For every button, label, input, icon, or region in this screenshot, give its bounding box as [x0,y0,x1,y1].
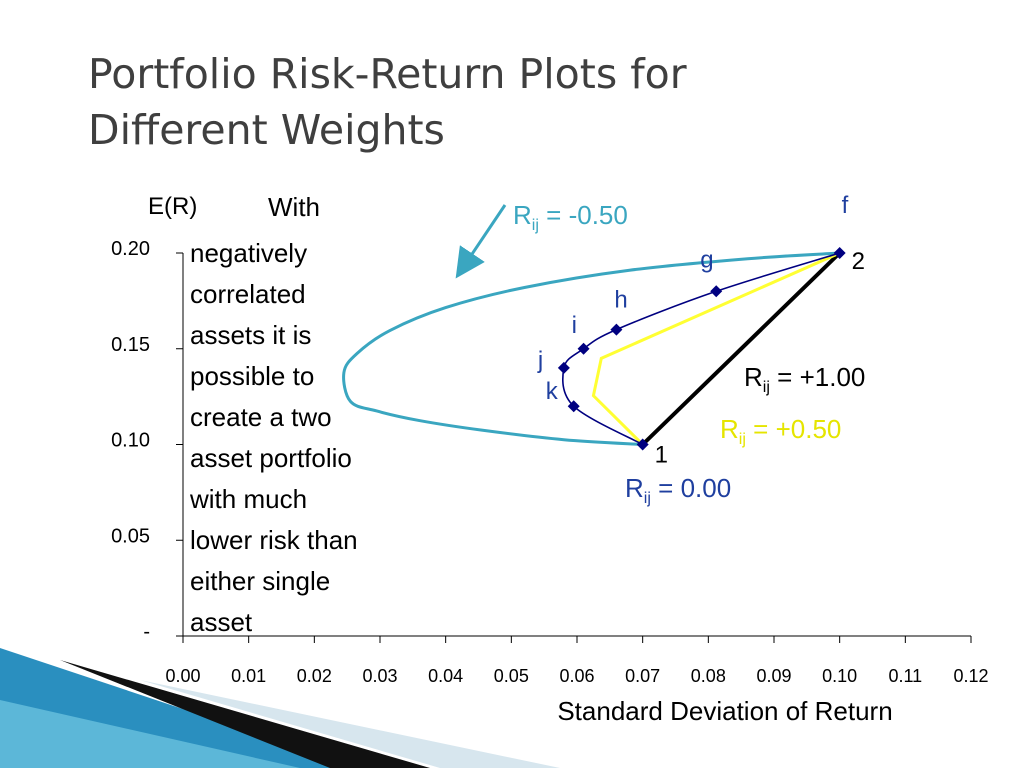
series-label-zero-rest: = 0.00 [651,473,731,503]
x-tick-label: 0.12 [953,666,988,686]
y-axis-label: E(R) [148,193,197,220]
point-label: 2 [852,248,865,275]
series-label-pos050: Rij = +0.50 [720,414,841,448]
x-tick-label: 0.01 [231,666,266,686]
pointer-arrow [455,204,507,279]
series-label-zero: Rij = 0.00 [625,473,731,507]
decor-shape-light [0,700,300,768]
note-line: assets it is [190,320,312,350]
x-tick-label: 0.00 [165,666,200,686]
x-tick-label: 0.11 [888,666,922,686]
y-tick-label: 0.15 [111,334,150,356]
point-label: j [537,347,543,374]
note-line: asset portfolio [190,443,352,473]
x-tick-label: 0.04 [428,666,463,686]
data-point-marker [636,438,649,451]
y-tick-label: 0.10 [111,430,150,452]
note-line: possible to [190,361,315,391]
note-line: asset [190,607,253,637]
x-tick-label: 0.09 [756,666,791,686]
slide-corner-decoration [0,648,560,768]
data-point-marker [610,323,623,336]
series-label-pos100-rest: = +1.00 [770,362,865,392]
series-label-zero-sub: ij [644,489,651,507]
series-label-neg050-rest: = -0.50 [539,200,628,230]
series-label-pos050-main: R [720,414,739,444]
series-label-pos100: Rij = +1.00 [744,362,865,396]
point-label: g [700,246,713,273]
y-tick-label: 0.05 [111,525,150,547]
note-line: either single [190,566,331,596]
data-point-marker [710,285,723,298]
title-line-1: Portfolio Risk-Return Plots for [88,50,687,98]
series-label-zero-main: R [625,473,644,503]
point-label: f [842,192,849,219]
series-line-pos100 [641,251,842,446]
point-label: h [614,287,627,314]
chart-axes: 0.00 0.01 0.02 0.03 0.04 0.05 0.06 0.07 0.08 0.09… [111,238,988,686]
x-tick-label: 0.02 [297,666,332,686]
x-tick-label: 0.08 [691,666,726,686]
series-label-pos050-sub: ij [739,430,746,448]
decor-shape-pale [140,680,560,768]
note-line: With [268,192,320,222]
x-tick-label: 0.06 [559,666,594,686]
series-label-neg050: Rij = -0.50 [513,200,628,234]
slide-title: Portfolio Risk-Return Plots for Differen… [88,46,988,158]
series-line-neg050 [342,251,840,446]
y-tick-label: 0.20 [111,238,150,260]
series-line-pos050 [591,251,841,446]
note-line: correlated [190,279,306,309]
chart-series [342,247,846,451]
x-tick-label: 0.07 [625,666,660,686]
series-label-neg050-sub: ij [532,216,539,234]
x-axis-label: Standard Deviation of Return [557,696,892,726]
data-point-marker [567,400,580,413]
note-line: negatively [190,238,308,268]
data-point-marker [833,247,846,259]
note-line: with much [190,484,308,514]
x-tick-label: 0.05 [494,666,529,686]
series-label-neg050-main: R [513,200,532,230]
point-label: k [546,378,559,405]
data-point-marker [577,342,590,355]
point-label: 1 [655,442,668,469]
decor-shape-dark [60,660,430,768]
annotation-note: With negatively correlated assets it is … [190,194,420,643]
x-tick-label: 0.10 [822,666,857,686]
series-label-pos100-sub: ij [763,378,770,396]
series-label-pos100-main: R [744,362,763,392]
title-line-2: Different Weights [88,106,445,154]
x-tick-label: 0.03 [362,666,397,686]
note-line: lower risk than [190,525,358,555]
series-label-pos050-rest: = +0.50 [746,414,841,444]
note-line: create a two [190,402,332,432]
data-point-marker [557,361,570,374]
point-label: i [572,312,577,339]
y-tick-label: - [143,621,150,643]
